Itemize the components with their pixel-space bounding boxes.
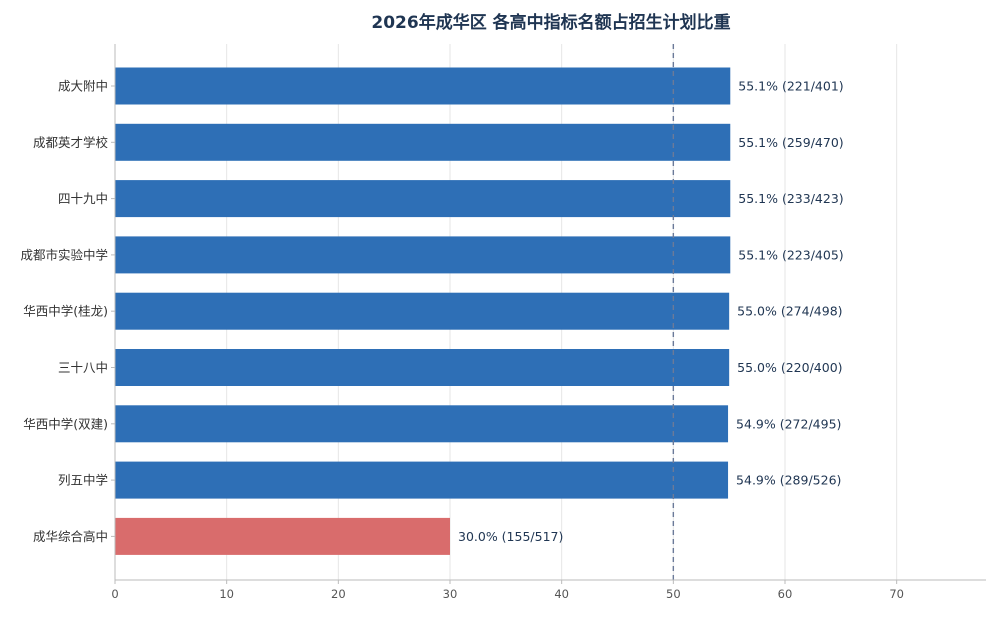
bar [115,405,729,443]
bar [115,180,731,218]
bar [115,461,729,499]
x-tick-label: 50 [666,587,681,601]
x-tick-label: 60 [778,587,793,601]
data-label: 55.1% (221/401) [738,79,843,94]
chart-title: 2026年成华区 各高中指标名额占招生计划比重 [371,12,730,33]
data-label: 55.0% (274/498) [737,304,842,319]
category-label: 成都市实验中学 [20,247,108,262]
bar [115,292,730,330]
bar [115,123,731,161]
bars [115,67,731,555]
data-label: 54.9% (272/495) [736,416,841,431]
category-label: 成大附中 [58,79,108,94]
bar [115,517,450,555]
bar [115,349,730,386]
x-tick-label: 20 [331,587,346,601]
x-tick-label: 0 [111,587,118,601]
x-tick-label: 30 [443,587,458,601]
axes: 0 10 20 30 40 50 60 70 [111,44,986,601]
category-label: 成华综合高中 [33,529,108,544]
category-label: 华西中学(桂龙) [23,304,108,319]
data-label: 54.9% (289/526) [736,473,841,488]
bar [115,67,731,105]
data-label: 55.1% (223/405) [738,247,843,262]
x-tick-label: 10 [219,587,234,601]
bar [115,236,731,274]
category-label: 三十八中 [58,360,108,375]
data-label: 55.1% (259/470) [738,135,843,150]
x-tick-label: 40 [554,587,569,601]
labels: 成大附中 55.1% (221/401) 成都英才学校 55.1% (259/470)… [20,44,844,580]
data-label: 55.1% (233/423) [738,191,843,206]
category-label: 华西中学(双建) [23,416,108,431]
category-label: 列五中学 [58,473,108,488]
data-label: 55.0% (220/400) [737,360,842,375]
category-label: 四十九中 [58,191,108,206]
data-label: 30.0% (155/517) [458,529,563,544]
category-label: 成都英才学校 [33,135,109,150]
x-tick-label: 70 [889,587,904,601]
